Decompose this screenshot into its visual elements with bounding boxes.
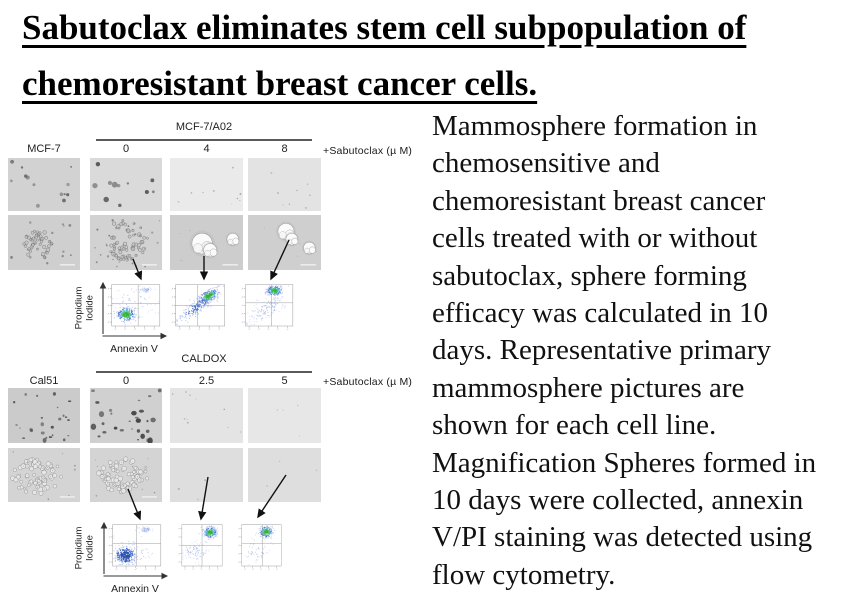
- x-axis-label-annexin-v: Annexin V: [111, 583, 159, 595]
- micrograph-a02-8um-lowmag: [248, 158, 321, 211]
- micrograph-cal51-lowmag: [8, 388, 80, 443]
- x-axis-label-annexin-v: Annexin V: [110, 343, 158, 355]
- micrograph-caldox-5um-highmag: [248, 448, 321, 502]
- cell-line-label-mcf7: MCF-7: [27, 143, 61, 155]
- sabutoclax-unit-label: +Sabutoclax (µ M): [323, 145, 413, 157]
- title-line-2: chemoresistant breast cancer cells.: [22, 64, 538, 103]
- y-axis-line-1: Propidium: [73, 526, 85, 570]
- micrograph-caldox-0um-lowmag: [90, 388, 162, 443]
- dose-label-0: 0: [122, 143, 130, 155]
- micrograph-caldox-5um-lowmag: [248, 388, 321, 443]
- group-label-mcf7a02: MCF-7/A02: [175, 121, 233, 133]
- figure-caption: Mammosphere formation in chemosensitive …: [432, 110, 817, 591]
- y-axis-line-2: Iodide: [84, 535, 95, 561]
- y-axis-line-1: Propidium: [73, 286, 85, 330]
- micrograph-a02-0um-highmag: [90, 215, 162, 270]
- dose-label-4: 4: [203, 143, 210, 155]
- y-axis-label-propidium-iodide: Propidium Iodide: [73, 526, 96, 570]
- micrograph-mcf7-lowmag: [8, 158, 80, 211]
- dose-label-8: 8: [281, 143, 288, 155]
- flow-cytometry-plot-caldox-0um: [108, 523, 163, 571]
- flow-cytometry-plot-a02-8um: [241, 283, 295, 331]
- group-underline: [96, 139, 312, 141]
- flow-cytometry-plot-a02-0um: [107, 283, 162, 331]
- micrograph-caldox-0um-highmag: [90, 448, 162, 502]
- group-underline: [96, 371, 312, 373]
- page-title: Sabutoclax eliminates stem cell subpopul…: [22, 0, 850, 112]
- micrograph-a02-8um-highmag: [248, 215, 321, 270]
- y-axis-line-2: Iodide: [84, 295, 95, 321]
- dose-label-5: 5: [281, 375, 288, 387]
- micrograph-cal51-highmag: [8, 448, 80, 502]
- micrograph-a02-4um-lowmag: [170, 158, 243, 211]
- title-line-1: Sabutoclax eliminates stem cell subpopul…: [22, 8, 747, 47]
- micrograph-caldox-2-5um-lowmag: [170, 388, 243, 443]
- flow-cytometry-plot-caldox-5um: [238, 523, 283, 571]
- micrograph-mcf7-highmag: [8, 215, 80, 270]
- dose-label-0: 0: [122, 375, 130, 387]
- dose-label-2-5: 2.5: [198, 375, 215, 387]
- sabutoclax-unit-label: +Sabutoclax (µ M): [323, 376, 413, 388]
- group-label-caldox: CALDOX: [181, 353, 227, 365]
- micrograph-a02-0um-lowmag: [90, 158, 162, 211]
- y-axis-label-propidium-iodide: Propidium Iodide: [73, 286, 96, 330]
- flow-cytometry-plot-a02-4um: [171, 283, 227, 331]
- cell-line-label-cal51: Cal51: [29, 375, 59, 387]
- flow-cytometry-plot-caldox-2-5um: [178, 523, 224, 571]
- micrograph-caldox-2-5um-highmag: [170, 448, 243, 502]
- micrograph-a02-4um-highmag: [170, 215, 243, 270]
